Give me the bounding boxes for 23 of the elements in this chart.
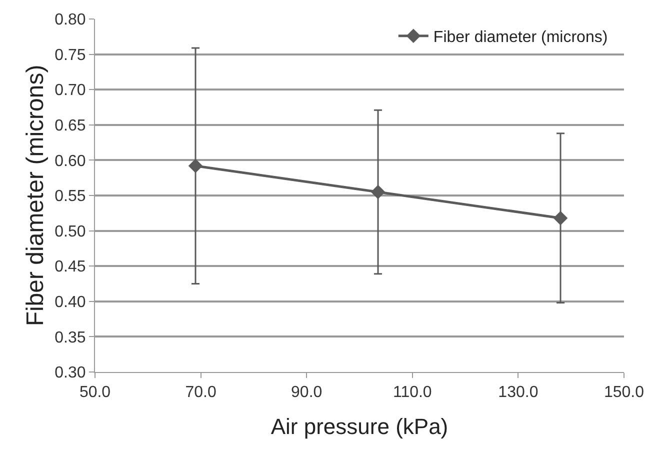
legend-label: Fiber diameter (microns)	[433, 29, 608, 46]
point	[553, 210, 568, 226]
y-tick-label: 0.40	[54, 294, 86, 311]
x-tick-label: 90.0	[291, 384, 322, 402]
x-tick-label: 110.0	[392, 384, 432, 402]
y-tick-label: 0.55	[54, 188, 86, 206]
y-tick-label: 0.80	[54, 12, 86, 29]
y-tick-label: 0.30	[54, 364, 86, 382]
x-tick-label: 70.0	[185, 384, 216, 402]
x-tick-label: 50.0	[79, 384, 111, 402]
point	[370, 184, 386, 200]
x-tick-label: 150.0	[604, 384, 644, 402]
y-tick-label: 0.35	[54, 329, 86, 346]
y-tick-label: 0.75	[54, 46, 86, 64]
y-tick-label: 0.60	[54, 152, 86, 170]
y-tick-label: 0.50	[54, 223, 86, 240]
y-axis-title: Fiber diameter (microns)	[22, 64, 49, 326]
x-axis-title: Air pressure (kPa)	[270, 414, 448, 440]
y-tick-label: 0.70	[54, 82, 86, 100]
y-tick-label: 0.65	[54, 118, 86, 134]
x-tick-label: 130.0	[498, 384, 538, 402]
y-tick-label: 0.45	[54, 258, 86, 276]
point	[188, 158, 203, 173]
